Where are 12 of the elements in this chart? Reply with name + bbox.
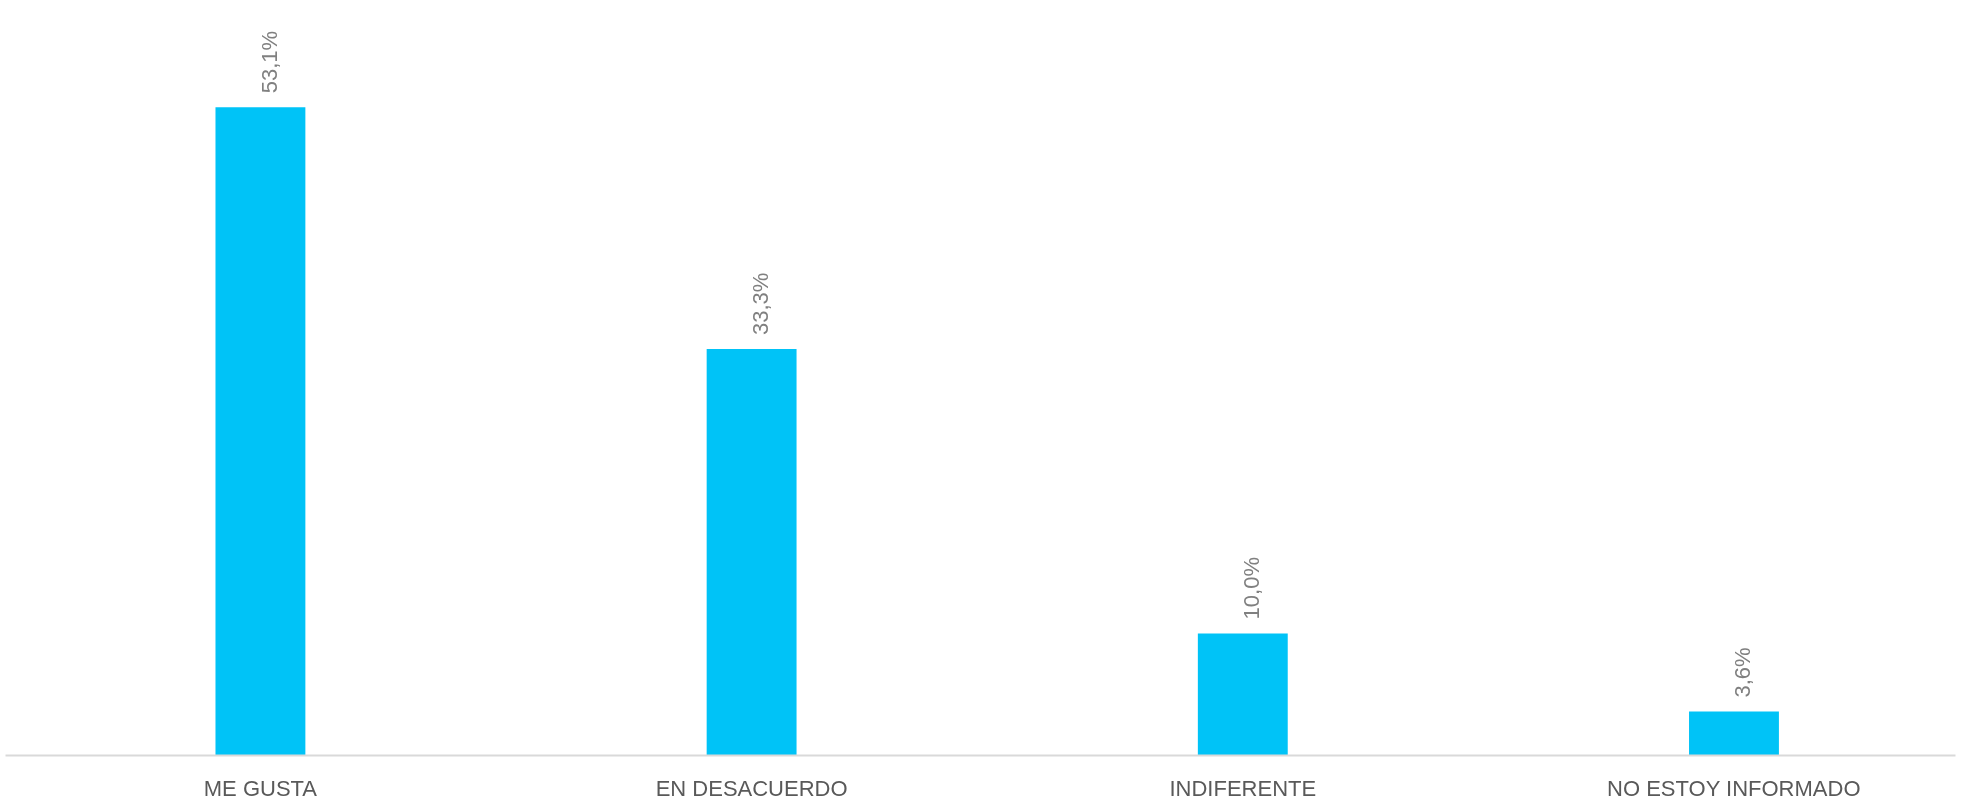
x-tick-label: EN DESACUERDO: [655, 775, 848, 801]
bar: [706, 348, 797, 756]
x-tick-label: INDIFERENTE: [1169, 775, 1317, 801]
bar: [1689, 711, 1779, 756]
bar: [1197, 633, 1288, 756]
bar: [215, 107, 306, 756]
data-label: 33,3%: [748, 272, 774, 335]
data-label: 3,6%: [1730, 647, 1756, 698]
data-label: 53,1%: [256, 30, 282, 94]
x-tick-label: NO ESTOY INFORMADO: [1607, 775, 1861, 801]
data-label: 10,0%: [1239, 557, 1265, 620]
x-tick-label: ME GUSTA: [203, 775, 318, 801]
